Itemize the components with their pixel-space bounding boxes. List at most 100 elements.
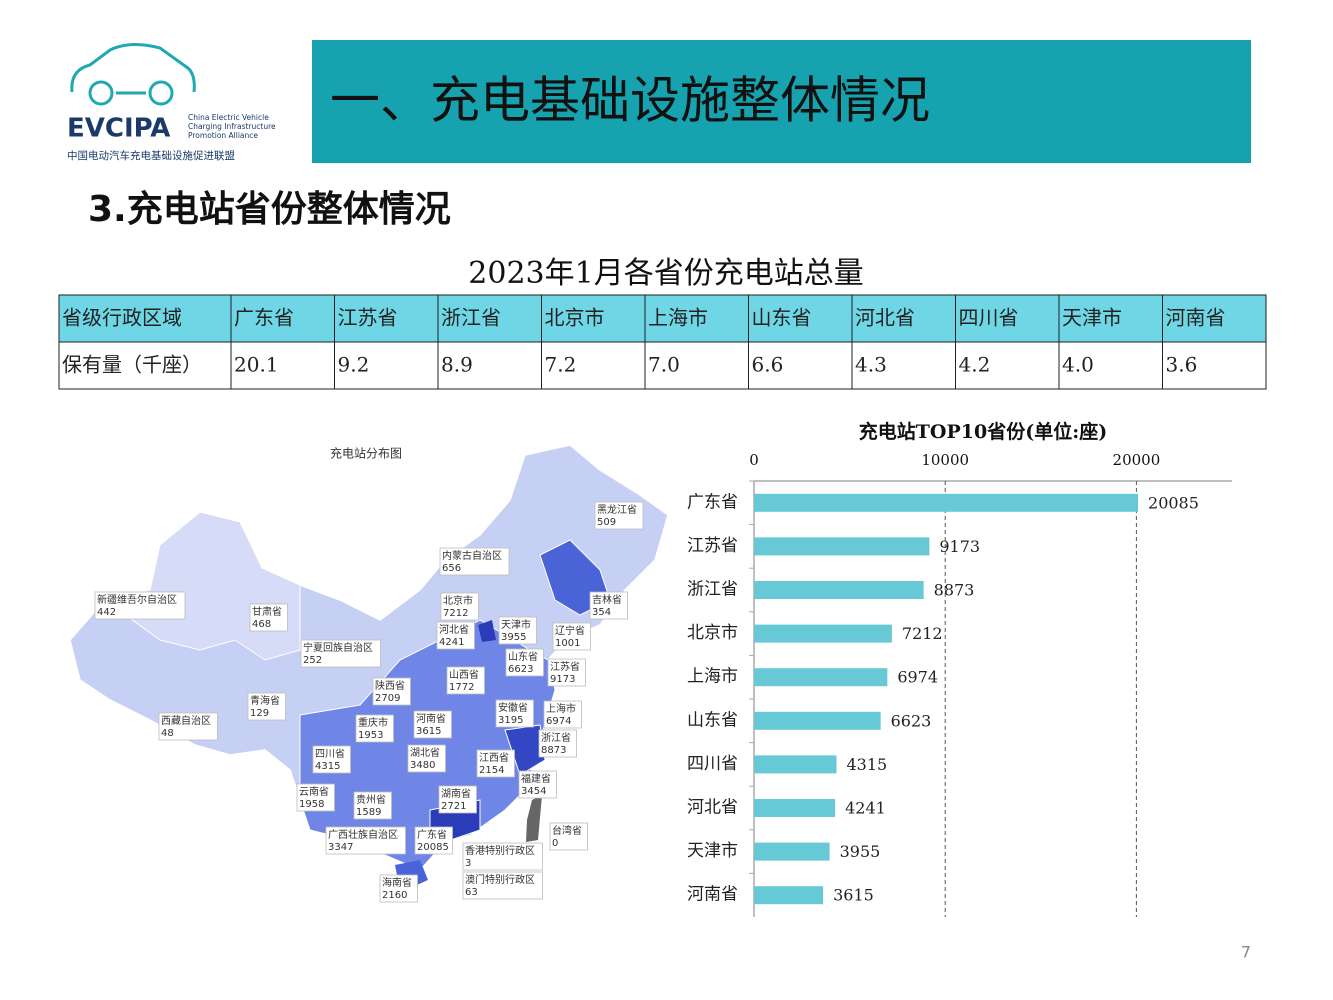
map-label-box: [547, 658, 586, 687]
map-label-name: 陕西省: [375, 679, 405, 692]
map-label-box: [353, 791, 392, 820]
bar: [754, 755, 837, 774]
map-label-box: [462, 842, 543, 871]
map-label-box: [296, 783, 335, 812]
map-label-value: 1772: [449, 682, 474, 693]
table-value-cell: 4.0: [1062, 353, 1094, 377]
table-cell: [1162, 294, 1267, 343]
map-label-box: [462, 871, 543, 900]
map-label-name: 宁夏回族自治区: [303, 641, 373, 654]
table-header-cell: 上海市: [648, 306, 708, 330]
map-label-name: 青海省: [250, 694, 280, 707]
map-label-name: 西藏自治区: [161, 714, 211, 727]
x-tick-label: 20000: [1113, 451, 1161, 469]
bar-chart: 充电站TOP10省份(单位:座) 0 10000 20000 广东省 20085 江苏省 91…: [687, 420, 1232, 917]
table-value-cell: 7.2: [545, 353, 577, 377]
table-header-cell: 江苏省: [338, 306, 398, 330]
table: 省级行政区域 广东省 江苏省 浙江省 北京市 上海市 山东省 河北省 四川省 天津市 河南省保有量（…: [58, 294, 1267, 390]
map-label-value: 4315: [315, 761, 340, 772]
y-tick-label: 江苏省: [687, 536, 738, 556]
table-value-cell: 7.0: [648, 353, 680, 377]
map-label-box: [355, 714, 394, 743]
table-value-cell: 6.6: [752, 353, 784, 377]
map-label-box: [407, 744, 446, 773]
map-label-value: 468: [252, 619, 271, 630]
data-label: 7212: [902, 624, 943, 643]
logo-chinese: 中国电动汽车充电基础设施促进联盟: [67, 149, 235, 162]
logo: [70, 43, 196, 106]
map-label-value: 6974: [546, 716, 571, 727]
map-label-value: 3480: [410, 760, 435, 771]
bar: [754, 493, 1139, 512]
map-label-name: 云南省: [299, 785, 329, 798]
y-tick-label: 山东省: [687, 710, 738, 730]
map-label-name: 福建省: [521, 772, 551, 785]
y-tick-label: 浙江省: [687, 580, 738, 600]
data-label: 6623: [891, 711, 932, 730]
logo-name: EVCIPA: [67, 114, 170, 144]
map-label-name: 江西省: [479, 751, 509, 764]
map-label-box: [543, 700, 582, 729]
map-label-value: 1958: [299, 799, 324, 810]
table-cell: [230, 294, 335, 343]
map-label-box: [518, 770, 557, 799]
table-cell: [230, 341, 335, 390]
map-label-name: 山东省: [508, 650, 538, 663]
map-label-value: 1001: [555, 638, 580, 649]
map-label-box: [538, 729, 577, 758]
bar: [754, 581, 924, 599]
y-tick-label: 上海市: [687, 667, 738, 687]
table-cell: [1162, 341, 1267, 390]
table-cell: [58, 294, 232, 343]
data-label: 3615: [833, 886, 874, 905]
map-label-name: 甘肃省: [252, 605, 282, 618]
table-header-cell: 四川省: [959, 306, 1019, 330]
map-label-name: 河南省: [416, 712, 446, 725]
map-label-name: 北京市: [443, 594, 473, 607]
map-label-box: [440, 592, 479, 621]
logo-car: [70, 43, 196, 93]
map-label-value: 63: [465, 887, 478, 898]
table-header-cell: 北京市: [545, 306, 605, 330]
map-label-box: [589, 591, 628, 620]
map-label-name: 吉林省: [592, 593, 622, 606]
table-value-cell: 3.6: [1166, 353, 1198, 377]
table-header-cell: 河南省: [1166, 306, 1226, 330]
table-cell: [1058, 341, 1163, 390]
data-label: 4241: [845, 799, 886, 818]
map-region: [478, 620, 496, 642]
map-label-value: 3: [465, 858, 471, 869]
table-header-cell: 广东省: [234, 306, 294, 330]
map-label-name: 山西省: [449, 668, 479, 681]
y-tick-label: 河南省: [687, 885, 738, 905]
map-label-box: [438, 785, 477, 814]
page-number: 7: [1241, 943, 1251, 962]
map-label-value: 3615: [416, 726, 441, 737]
map-label-value: 2154: [479, 765, 504, 776]
table-cell: [437, 294, 542, 343]
table-cell: [1058, 294, 1163, 343]
table-header-cell: 天津市: [1062, 306, 1122, 330]
map-label-name: 天津市: [501, 618, 531, 631]
logo-english: Promotion Alliance: [188, 131, 258, 140]
y-tick-label: 广东省: [687, 492, 738, 512]
map-label-value: 20085: [417, 842, 449, 853]
map-label-value: 252: [303, 655, 322, 666]
map-label-value: 3347: [328, 842, 353, 853]
map-label-box: [325, 826, 406, 855]
map-label-box: [372, 677, 411, 706]
map-label-name: 湖北省: [410, 746, 440, 759]
logo-english: Charging Infrastructure: [188, 122, 276, 131]
x-tick-label: 10000: [921, 451, 969, 469]
map-label-value: 8873: [541, 745, 566, 756]
table-cell: [334, 341, 439, 390]
map-label-box: [505, 648, 544, 677]
data-label: 8873: [934, 581, 975, 600]
bar: [754, 668, 888, 687]
bar: [754, 624, 892, 643]
data-label: 3955: [840, 842, 881, 861]
table-value-cell: 保有量（千座）: [62, 353, 202, 377]
table-header-cell: 省级行政区域: [62, 306, 182, 330]
